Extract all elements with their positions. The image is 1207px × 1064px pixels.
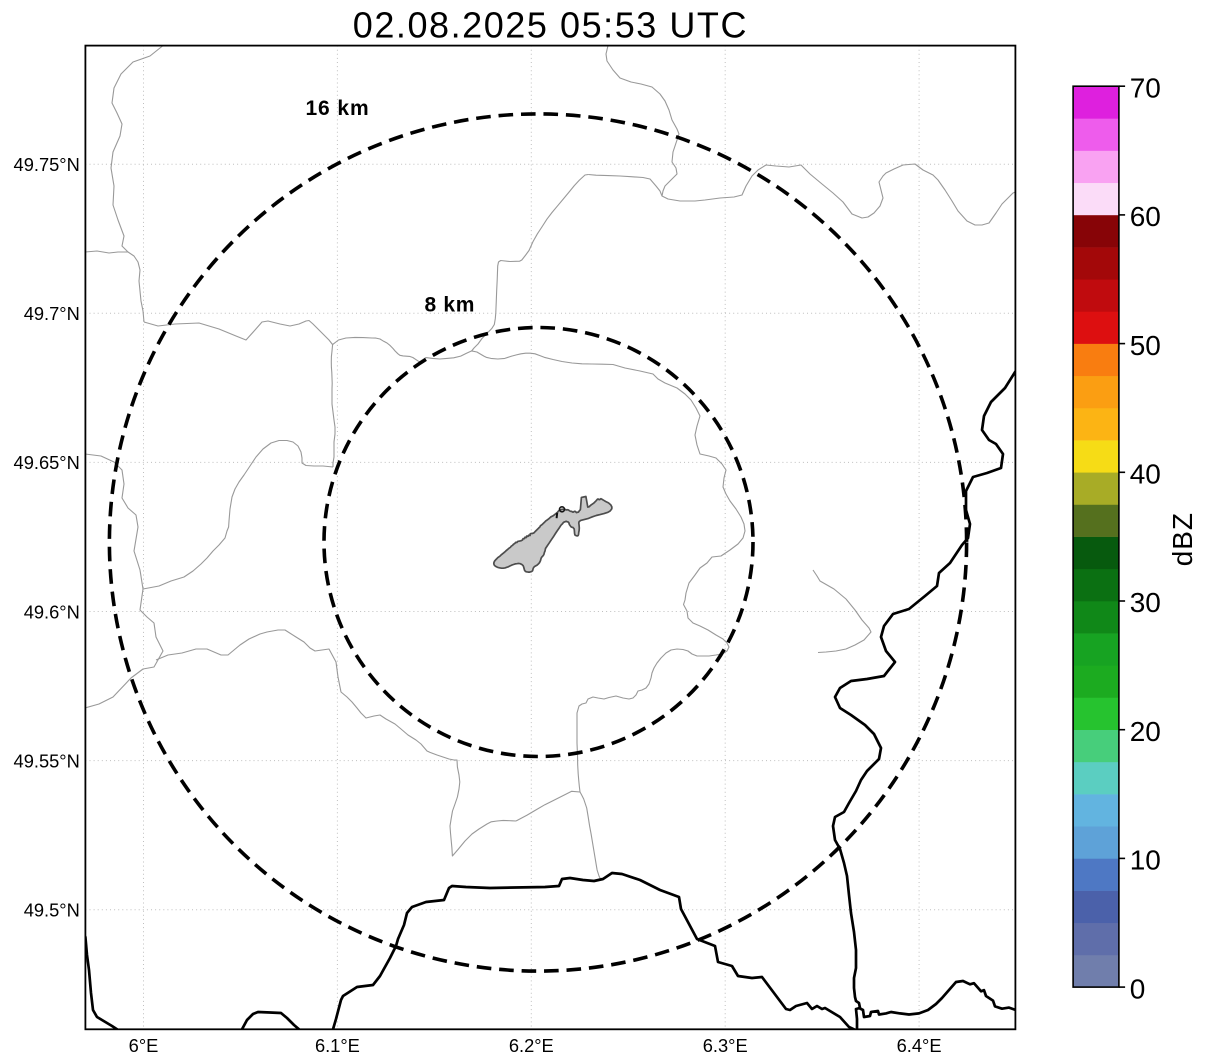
svg-text:49.7°N: 49.7°N — [24, 303, 80, 324]
svg-text:6.4°E: 6.4°E — [897, 1035, 942, 1056]
svg-text:40: 40 — [1130, 459, 1161, 490]
svg-text:6.3°E: 6.3°E — [703, 1035, 748, 1056]
svg-text:6°E: 6°E — [129, 1035, 159, 1056]
svg-text:02.08.2025 05:53 UTC: 02.08.2025 05:53 UTC — [353, 5, 748, 46]
svg-text:16 km: 16 km — [305, 97, 369, 120]
svg-text:0: 0 — [1130, 973, 1146, 1004]
svg-text:dBZ: dBZ — [1167, 512, 1198, 566]
svg-text:30: 30 — [1130, 587, 1161, 618]
svg-text:49.6°N: 49.6°N — [24, 601, 80, 622]
svg-text:10: 10 — [1130, 845, 1161, 876]
svg-text:20: 20 — [1130, 716, 1161, 747]
svg-text:6.1°E: 6.1°E — [315, 1035, 360, 1056]
svg-text:70: 70 — [1130, 72, 1161, 103]
svg-text:49.65°N: 49.65°N — [14, 452, 80, 473]
svg-text:8 km: 8 km — [424, 293, 475, 316]
svg-text:60: 60 — [1130, 201, 1161, 232]
svg-text:49.75°N: 49.75°N — [14, 154, 80, 175]
svg-text:49.5°N: 49.5°N — [24, 900, 80, 921]
svg-text:49.55°N: 49.55°N — [14, 750, 80, 771]
svg-text:6.2°E: 6.2°E — [509, 1035, 554, 1056]
svg-text:50: 50 — [1130, 330, 1161, 361]
